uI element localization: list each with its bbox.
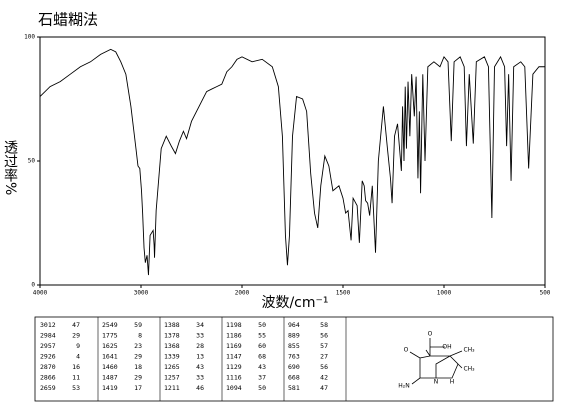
structure-label: CH₃ bbox=[463, 366, 475, 373]
peak-wavenumber: 763 bbox=[288, 353, 300, 361]
peak-wavenumber: 1419 bbox=[102, 384, 118, 392]
peak-transmittance: 59 bbox=[134, 321, 142, 329]
peak-wavenumber: 2549 bbox=[102, 321, 118, 329]
peak-wavenumber: 1775 bbox=[102, 332, 118, 340]
structure-label: N bbox=[434, 379, 439, 386]
peak-transmittance: 43 bbox=[258, 363, 266, 371]
peak-transmittance: 47 bbox=[72, 321, 80, 329]
y-tick-label: 0 bbox=[31, 282, 35, 289]
peak-wavenumber: 2870 bbox=[40, 363, 56, 371]
peak-transmittance: 29 bbox=[134, 374, 142, 382]
peak-transmittance: 9 bbox=[76, 342, 80, 350]
peak-transmittance: 33 bbox=[196, 332, 204, 340]
peak-transmittance: 46 bbox=[196, 384, 204, 392]
peak-wavenumber: 2866 bbox=[40, 374, 56, 382]
peak-transmittance: 34 bbox=[196, 321, 204, 329]
peak-wavenumber: 2984 bbox=[40, 332, 56, 340]
peak-wavenumber: 889 bbox=[288, 332, 300, 340]
peak-transmittance: 27 bbox=[320, 353, 328, 361]
peak-wavenumber: 581 bbox=[288, 384, 300, 392]
x-tick-label: 2000 bbox=[235, 290, 250, 297]
peak-transmittance: 33 bbox=[196, 374, 204, 382]
x-axis-label: 波数/cm⁻¹ bbox=[261, 295, 328, 311]
peak-wavenumber: 1147 bbox=[226, 353, 242, 361]
peak-wavenumber: 2659 bbox=[40, 384, 56, 392]
peak-transmittance: 56 bbox=[320, 332, 328, 340]
peak-wavenumber: 1198 bbox=[226, 321, 242, 329]
peak-transmittance: 42 bbox=[320, 374, 328, 382]
structure-drawing bbox=[409, 338, 463, 385]
x-tick-label: 1500 bbox=[336, 290, 351, 297]
peak-wavenumber: 1641 bbox=[102, 353, 118, 361]
peak-wavenumber: 1265 bbox=[164, 363, 180, 371]
peak-wavenumber: 1388 bbox=[164, 321, 180, 329]
peak-wavenumber: 1257 bbox=[164, 374, 180, 382]
peak-transmittance: 55 bbox=[258, 332, 266, 340]
peak-transmittance: 29 bbox=[134, 353, 142, 361]
structure-label: O bbox=[428, 331, 433, 338]
x-tick-label: 4000 bbox=[33, 290, 48, 297]
peak-transmittance: 23 bbox=[134, 342, 142, 350]
peak-transmittance: 53 bbox=[72, 384, 80, 392]
peak-transmittance: 16 bbox=[72, 363, 80, 371]
peak-transmittance: 57 bbox=[320, 342, 328, 350]
peak-transmittance: 43 bbox=[196, 363, 204, 371]
peak-transmittance: 58 bbox=[320, 321, 328, 329]
y-axis-label: 透过率% bbox=[2, 140, 18, 195]
y-tick-label: 100 bbox=[24, 34, 35, 41]
peak-transmittance: 50 bbox=[258, 321, 266, 329]
x-tick-label: 3000 bbox=[134, 290, 149, 297]
peak-transmittance: 28 bbox=[196, 342, 204, 350]
peak-wavenumber: 1339 bbox=[164, 353, 180, 361]
structure-label: O bbox=[404, 347, 409, 354]
peak-transmittance: 29 bbox=[72, 332, 80, 340]
x-tick-label: 500 bbox=[540, 290, 551, 297]
peak-transmittance: 47 bbox=[320, 384, 328, 392]
peak-wavenumber: 3012 bbox=[40, 321, 56, 329]
peak-transmittance: 13 bbox=[196, 353, 204, 361]
peak-wavenumber: 1129 bbox=[226, 363, 242, 371]
peak-wavenumber: 855 bbox=[288, 342, 300, 350]
peak-transmittance: 17 bbox=[134, 384, 142, 392]
structure-label: OH bbox=[442, 344, 451, 351]
peak-wavenumber: 1378 bbox=[164, 332, 180, 340]
structure-label: CH₃ bbox=[463, 347, 475, 354]
peak-wavenumber: 1116 bbox=[226, 374, 242, 382]
x-tick-label: 1000 bbox=[437, 290, 452, 297]
peak-transmittance: 68 bbox=[258, 353, 266, 361]
peak-transmittance: 60 bbox=[258, 342, 266, 350]
peak-table-frame bbox=[34, 316, 554, 402]
peak-wavenumber: 1094 bbox=[226, 384, 242, 392]
peak-wavenumber: 2957 bbox=[40, 342, 56, 350]
peak-wavenumber: 1625 bbox=[102, 342, 118, 350]
peak-transmittance: 56 bbox=[320, 363, 328, 371]
structure-label: H bbox=[450, 379, 455, 386]
peak-wavenumber: 1460 bbox=[102, 363, 118, 371]
peak-wavenumber: 1487 bbox=[102, 374, 118, 382]
peak-wavenumber: 2926 bbox=[40, 353, 56, 361]
peak-wavenumber: 690 bbox=[288, 363, 300, 371]
peak-wavenumber: 1368 bbox=[164, 342, 180, 350]
peak-transmittance: 4 bbox=[76, 353, 80, 361]
peak-transmittance: 11 bbox=[72, 374, 80, 382]
peak-transmittance: 8 bbox=[138, 332, 142, 340]
chart-title: 石蜡糊法 bbox=[38, 11, 98, 29]
peak-transmittance: 37 bbox=[258, 374, 266, 382]
spectrum-line bbox=[39, 48, 545, 276]
peak-transmittance: 50 bbox=[258, 384, 266, 392]
peak-wavenumber: 964 bbox=[288, 321, 300, 329]
peak-transmittance: 18 bbox=[134, 363, 142, 371]
structure-label: H₂N bbox=[398, 383, 409, 390]
peak-wavenumber: 1211 bbox=[164, 384, 180, 392]
peak-wavenumber: 668 bbox=[288, 374, 300, 382]
peak-wavenumber: 1186 bbox=[226, 332, 242, 340]
peak-wavenumber: 1169 bbox=[226, 342, 242, 350]
y-tick-label: 50 bbox=[28, 158, 36, 165]
